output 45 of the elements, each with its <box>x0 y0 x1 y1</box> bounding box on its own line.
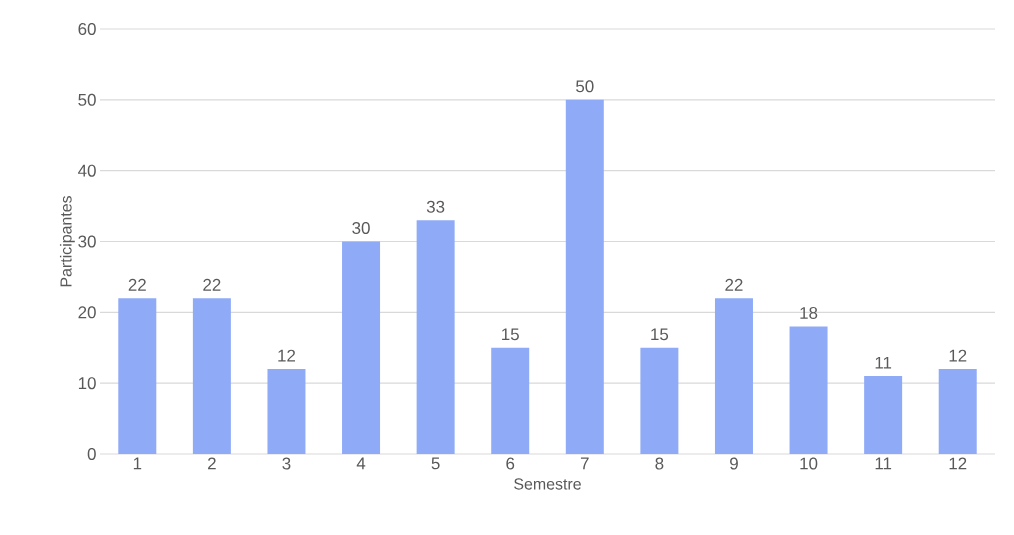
bar <box>938 369 977 454</box>
x-tick-label: 6 <box>506 457 515 470</box>
x-axis-title: Semestre <box>514 478 581 490</box>
x-tick-label: 1 <box>133 457 142 470</box>
y-tick-label: 10 <box>78 377 96 390</box>
data-label: 33 <box>426 200 445 213</box>
data-label: 11 <box>875 356 892 369</box>
bar <box>416 220 455 454</box>
data-label: 15 <box>651 328 669 341</box>
bar <box>864 376 903 454</box>
data-label: 12 <box>278 349 296 362</box>
y-tick-label: 40 <box>78 164 96 177</box>
y-tick-label: 60 <box>78 23 96 35</box>
x-tick-label: 9 <box>730 457 738 470</box>
data-label: 15 <box>502 328 519 341</box>
y-tick-label: 0 <box>87 448 96 460</box>
y-tick-label: 20 <box>78 306 96 319</box>
y-axis-title: Participantes <box>59 196 75 287</box>
x-tick-label: 4 <box>356 457 366 470</box>
x-tick-label: 2 <box>208 457 216 470</box>
data-label: 22 <box>128 278 146 291</box>
bar <box>267 369 306 454</box>
x-tick-label: 3 <box>282 457 291 470</box>
data-label: 22 <box>203 278 221 291</box>
x-tick-label: 11 <box>875 457 892 470</box>
x-tick-label: 8 <box>655 457 664 470</box>
bar <box>342 241 381 454</box>
bar <box>192 298 231 454</box>
data-label: 50 <box>576 80 594 93</box>
bar <box>118 298 157 454</box>
y-tick-label: 30 <box>78 235 96 248</box>
bar <box>789 326 828 454</box>
data-label: 12 <box>949 349 967 362</box>
bar <box>714 298 753 454</box>
y-tick-label: 50 <box>78 93 96 106</box>
bar <box>565 99 604 454</box>
data-label: 22 <box>725 278 743 291</box>
bar <box>491 347 530 454</box>
bar <box>640 347 679 454</box>
x-tick-label: 12 <box>949 457 967 470</box>
x-tick-label: 5 <box>431 457 440 470</box>
data-label: 18 <box>800 306 818 319</box>
data-label: 30 <box>352 221 370 234</box>
x-tick-label: 10 <box>800 457 818 470</box>
x-tick-label: 7 <box>580 457 589 470</box>
